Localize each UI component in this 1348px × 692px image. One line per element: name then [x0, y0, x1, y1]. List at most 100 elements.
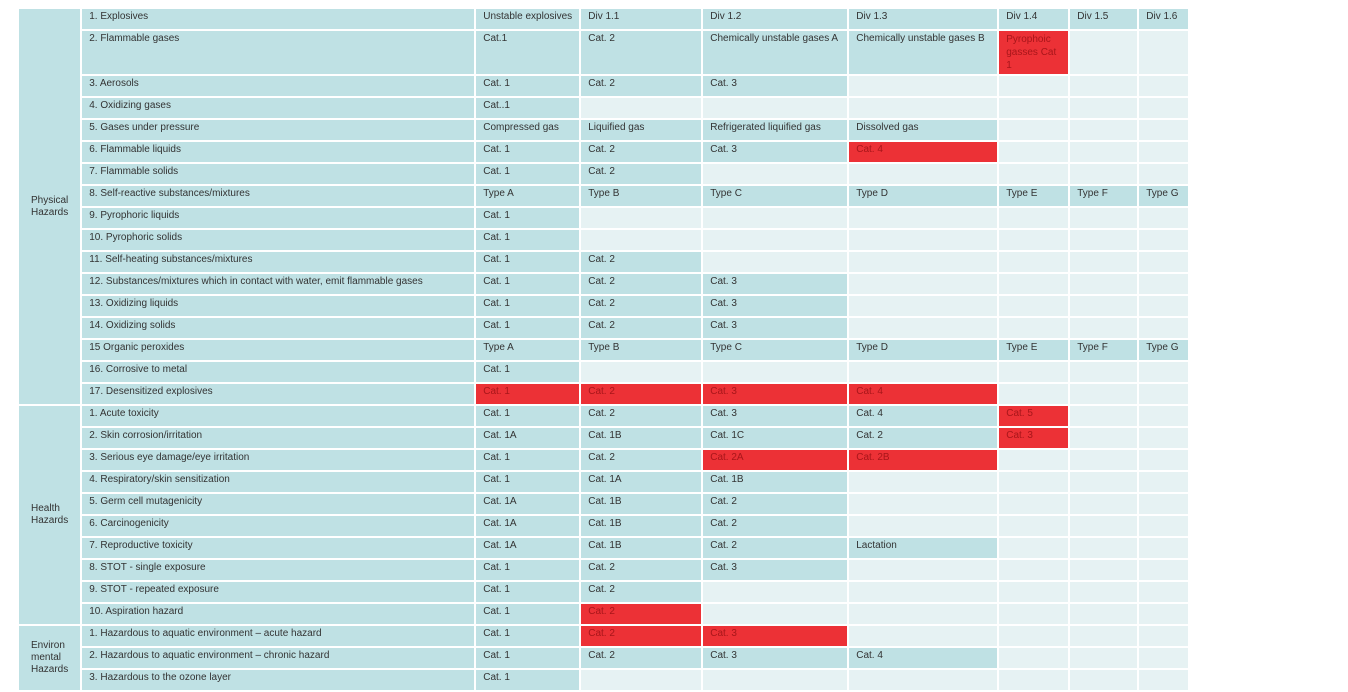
empty-cell [1070, 648, 1138, 668]
category-cell: Type A [476, 340, 580, 360]
empty-cell [999, 98, 1069, 118]
category-cell: Div 1.1 [581, 9, 702, 29]
table-row: 10. Pyrophoric solids Cat. 1 [19, 230, 1189, 250]
empty-cell [849, 230, 998, 250]
category-cell: Cat. 1B [581, 494, 702, 514]
hazard-class: 10. Aspiration hazard [82, 604, 475, 624]
hazard-class: 4. Oxidizing gases [82, 98, 475, 118]
category-cell: Type G [1139, 186, 1189, 206]
empty-cell [1139, 670, 1189, 690]
category-cell: Cat. 1A [581, 472, 702, 492]
category-cell: Cat. 1A [476, 428, 580, 448]
empty-cell [849, 274, 998, 294]
category-cell: Type G [1139, 340, 1189, 360]
empty-cell [703, 604, 848, 624]
category-cell: Div 1.2 [703, 9, 848, 29]
table-row: 13. Oxidizing liquids Cat. 1 Cat. 2 Cat. 3 [19, 296, 1189, 316]
category-cell: Cat. 2 [703, 516, 848, 536]
category-cell: Cat. 2 [581, 450, 702, 470]
empty-cell [703, 670, 848, 690]
category-cell: Cat. 1A [476, 494, 580, 514]
category-cell: Cat. 1 [476, 274, 580, 294]
empty-cell [999, 318, 1069, 338]
category-cell: Cat. 1B [581, 516, 702, 536]
empty-cell [1139, 164, 1189, 184]
category-cell: Cat. 1 [476, 296, 580, 316]
empty-cell [999, 626, 1069, 646]
empty-cell [999, 76, 1069, 96]
table-row: 3. Serious eye damage/eye irritation Cat.… [19, 450, 1189, 470]
empty-cell [999, 384, 1069, 404]
empty-cell [999, 670, 1069, 690]
empty-cell [581, 208, 702, 228]
hazard-group-label: Health Hazards [19, 406, 81, 624]
empty-cell [1070, 406, 1138, 426]
empty-cell [849, 98, 998, 118]
empty-cell [1139, 406, 1189, 426]
table-row: Physical Hazards 1. Explosives Unstable ex… [19, 9, 1189, 404]
category-cell: Cat. 1 [476, 76, 580, 96]
table-row: 14. Oxidizing solids Cat. 1 Cat. 2 Cat. 3 [19, 318, 1189, 338]
category-cell: Cat. 1C [703, 428, 848, 448]
empty-cell [1070, 31, 1138, 74]
category-cell: Type A [476, 186, 580, 206]
category-cell: Cat. 4 [849, 406, 998, 426]
empty-cell [1070, 538, 1138, 558]
empty-cell [1070, 98, 1138, 118]
empty-cell [849, 318, 998, 338]
empty-cell [1139, 428, 1189, 448]
empty-cell [1070, 274, 1138, 294]
category-cell: Cat. 1 [476, 450, 580, 470]
empty-cell [1070, 626, 1138, 646]
category-cell: Cat. 2 [703, 494, 848, 514]
category-cell: Cat. 2 [581, 296, 702, 316]
table-row: 8. Self-reactive substances/mixtures Type… [19, 186, 1189, 206]
category-cell: Cat. 1 [476, 648, 580, 668]
category-cell-highlighted: Cat. 3 [703, 384, 848, 404]
empty-cell [1070, 384, 1138, 404]
empty-cell [849, 296, 998, 316]
hazard-class: 3. Serious eye damage/eye irritation [82, 450, 475, 470]
empty-cell [581, 670, 702, 690]
empty-cell [1070, 142, 1138, 162]
hazard-class: 14. Oxidizing solids [82, 318, 475, 338]
empty-cell [1139, 274, 1189, 294]
empty-cell [1070, 252, 1138, 272]
empty-cell [1070, 296, 1138, 316]
empty-cell [1070, 318, 1138, 338]
category-cell: Cat. 2 [581, 318, 702, 338]
category-cell: Cat. 2 [581, 252, 702, 272]
category-cell: Cat. 2 [581, 31, 702, 74]
category-cell: Type C [703, 340, 848, 360]
empty-cell [849, 208, 998, 228]
hazard-class: 12. Substances/mixtures which in contact… [82, 274, 475, 294]
category-cell: Cat. 2 [581, 76, 702, 96]
category-cell: Compressed gas [476, 120, 580, 140]
category-cell: Lactation [849, 538, 998, 558]
empty-cell [1070, 120, 1138, 140]
hazard-class: 16. Corrosive to metal [82, 362, 475, 382]
empty-cell [1070, 560, 1138, 580]
empty-cell [1070, 516, 1138, 536]
table-row: Health Hazards 1. Acute toxicity Cat. 1 Cat… [19, 406, 1189, 624]
category-cell: Cat. 3 [703, 318, 848, 338]
empty-cell [1070, 428, 1138, 448]
hazard-class: 1. Explosives [82, 9, 475, 29]
table-row: 11. Self-heating substances/mixtures Cat.… [19, 252, 1189, 272]
table-row: 2. Skin corrosion/irritation Cat. 1A Cat. … [19, 428, 1189, 448]
category-cell: Cat. 3 [703, 406, 848, 426]
table-row: Environ mental Hazards 1. Hazardous to aq… [19, 626, 1189, 690]
empty-cell [999, 230, 1069, 250]
category-cell: Cat. 4 [849, 648, 998, 668]
category-cell: Cat. 1 [476, 560, 580, 580]
hazard-class: 2. Hazardous to aquatic environment – ch… [82, 648, 475, 668]
category-cell: Cat. 2 [849, 428, 998, 448]
hazard-class: 15 Organic peroxides [82, 340, 475, 360]
hazard-class: 4. Respiratory/skin sensitization [82, 472, 475, 492]
empty-cell [1139, 538, 1189, 558]
category-cell: Cat. 3 [703, 142, 848, 162]
empty-cell [849, 516, 998, 536]
empty-cell [703, 252, 848, 272]
